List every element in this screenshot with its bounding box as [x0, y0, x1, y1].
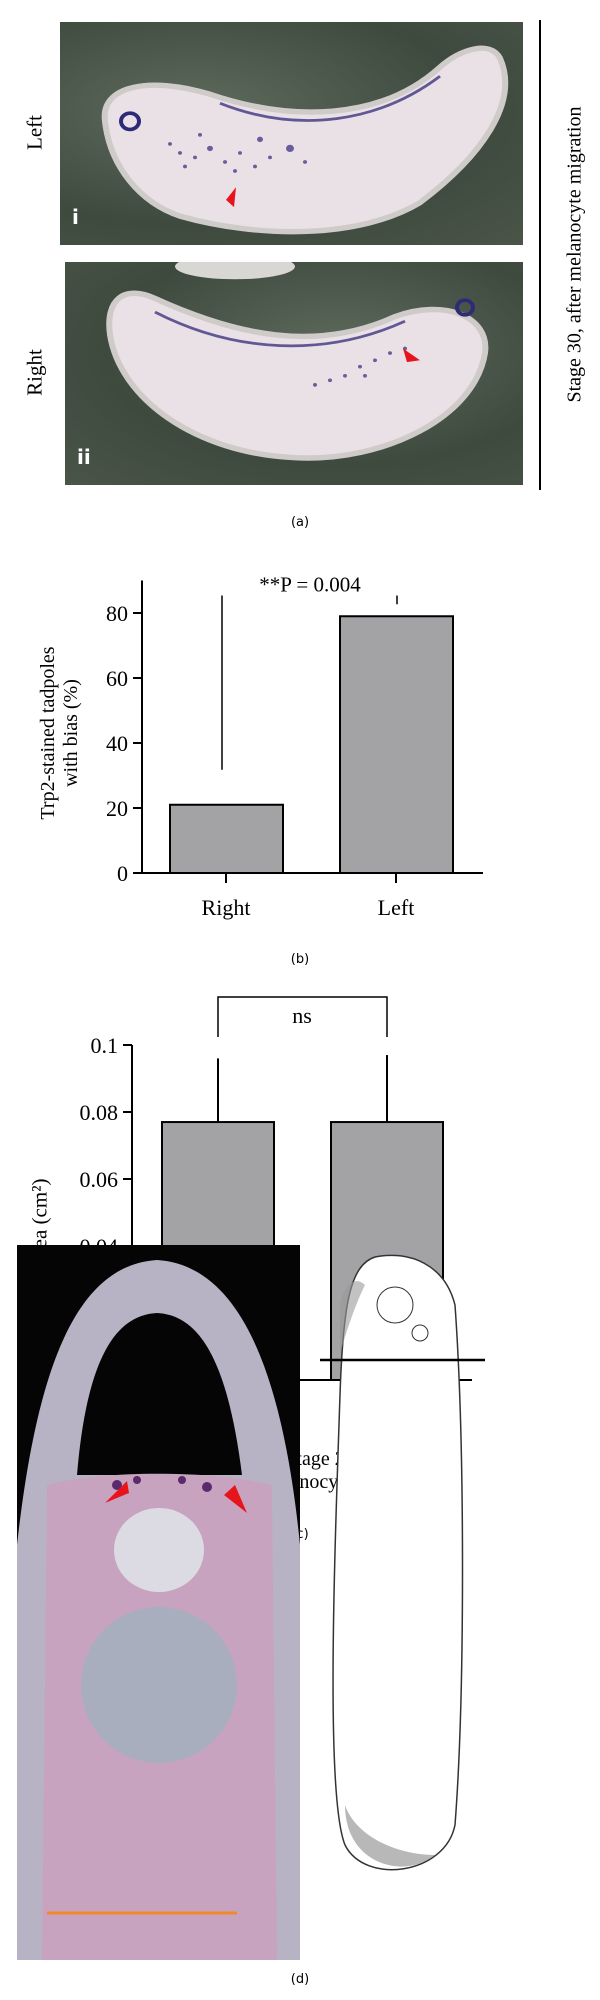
chart-b-ylabel: Trp2-stained tadpoles with bias (%) — [37, 618, 83, 848]
chart-b: 0 20 40 60 80 Right Left **P = 0.004 — [106, 571, 483, 920]
significance-bracket — [217, 996, 388, 1037]
arrowhead-icon — [105, 1481, 129, 1503]
chart-b-ylabel-line2: with bias (%) — [60, 679, 82, 787]
tadpole-photo-right: ii — [65, 262, 523, 485]
photo-label-i: i — [72, 205, 79, 229]
x-tick-label: Left — [378, 895, 415, 920]
photo-label-ii: ii — [77, 445, 91, 469]
y-tick-label: 20 — [106, 796, 128, 821]
y-tick-label: 0 — [117, 861, 128, 886]
stage-bracket-line — [539, 20, 541, 490]
y-tick-label: 60 — [106, 666, 128, 691]
chart-b-ylabel-line1: Trp2-stained tadpoles — [37, 646, 59, 820]
annotation-ns: ns — [292, 1003, 312, 1028]
panel-d-caption: (d) — [290, 1972, 310, 1987]
side-label-left: Left — [22, 115, 47, 150]
panel-b-caption: (b) — [290, 952, 310, 967]
y-tick-label: 0.1 — [91, 1033, 119, 1058]
x-tick-label: Right — [202, 895, 251, 920]
bar-left — [339, 615, 454, 874]
y-tick-label: 0.08 — [80, 1100, 119, 1125]
annotation-bg — [205, 571, 415, 596]
panel-a-caption: (a) — [290, 515, 310, 530]
stage-30-label: Stage 30, after melanocyte migration — [563, 106, 586, 403]
y-tick-label: 80 — [106, 601, 128, 626]
arrowhead-icon — [403, 348, 420, 363]
tadpole-drawing — [320, 1254, 485, 1871]
tadpole-photo-left: i — [60, 22, 523, 245]
side-label-right: Right — [22, 349, 47, 396]
annotation-pvalue: **P = 0.004 — [259, 573, 361, 597]
bar-right — [169, 803, 284, 874]
y-tick-label: 0.06 — [80, 1167, 119, 1192]
arrowhead-icon — [224, 1485, 247, 1513]
y-tick-label: 40 — [106, 731, 128, 756]
arrowhead-icon — [226, 187, 236, 208]
section-photo — [17, 1245, 300, 1960]
